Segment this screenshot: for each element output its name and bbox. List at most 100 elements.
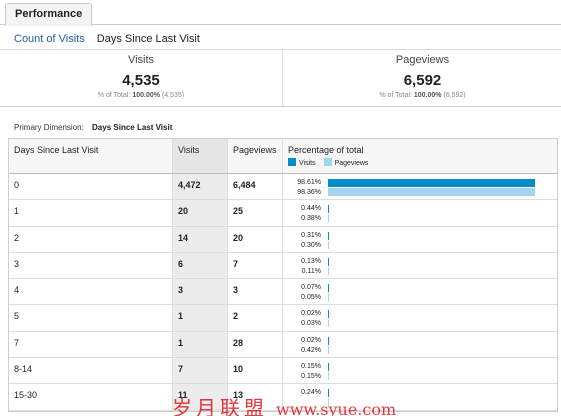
header-pageviews[interactable]: Pageviews (228, 139, 283, 173)
pageviews-scorecard-value: 6,592 (403, 72, 442, 89)
pageviews-bar (328, 188, 535, 196)
pageviews-bar (328, 214, 330, 223)
header-visits[interactable]: Visits (173, 139, 228, 173)
table-header: Days Since Last Visit Visits Pageviews P… (9, 139, 557, 174)
row-pageviews: 3 (228, 279, 283, 305)
header-dimension[interactable]: Days Since Last Visit (9, 139, 173, 173)
pageviews-bar (328, 372, 330, 381)
row-visits: 3 (173, 279, 228, 305)
visits-scorecard-title: Visits (127, 54, 155, 66)
row-visits: 4,472 (173, 174, 228, 200)
row-pct-visits: 0.13% (301, 257, 321, 265)
pageviews-pct-value: 100.00% (413, 92, 442, 99)
row-pct-visits: 0.24% (301, 389, 321, 397)
row-visits: 20 (173, 200, 228, 226)
pageviews-scorecard-percent: % of Total: 100.00% (6,592) (284, 92, 561, 99)
visits-scorecard: Visits 4,535 % of Total: 100.00% (4,535) (0, 50, 283, 107)
row-percentage-labels: 0.24% (283, 388, 321, 398)
row-dimension[interactable]: 4 (9, 279, 173, 305)
row-bars (328, 179, 538, 199)
row-pageviews: 2 (228, 305, 283, 331)
pageviews-pct-total: (6,592) (443, 92, 466, 99)
row-bars (328, 284, 538, 304)
data-table: Days Since Last Visit Visits Pageviews P… (8, 138, 558, 412)
row-bars (328, 389, 538, 409)
row-pageviews: 20 (228, 226, 283, 252)
row-pageviews: 10 (228, 358, 283, 384)
row-bars (328, 257, 538, 278)
visits-legend-label: Visits (299, 160, 316, 167)
table-row: 1 20 25 0.44% 0.38% (9, 200, 557, 227)
row-pct-pageviews: 0.05% (301, 294, 321, 302)
row-percentage-labels: 0.07% 0.05% (283, 283, 321, 303)
table-row: 5 1 2 0.02% 0.03% (9, 305, 558, 332)
pageviews-bar (328, 293, 330, 302)
visits-pct-value: 100.00% (132, 92, 160, 99)
row-percentage-labels: 0.02% 0.03% (283, 309, 321, 329)
visits-bar (328, 389, 330, 398)
row-bars (328, 205, 538, 225)
row-pct-pageviews: 0.15% (301, 373, 321, 381)
table-row: 15-30 11 13 0.24% (9, 384, 557, 411)
row-visits: 6 (173, 252, 228, 279)
row-bars (328, 310, 538, 330)
row-percentage: 0.13% 0.11% (283, 253, 558, 278)
row-bars (328, 231, 538, 252)
pageviews-bar (328, 240, 330, 249)
pageviews-bar (328, 345, 330, 354)
pageviews-bar (328, 398, 330, 407)
row-visits: 1 (173, 331, 228, 358)
row-visits: 14 (173, 226, 228, 252)
row-dimension[interactable]: 7 (9, 331, 173, 358)
row-pageviews: 28 (228, 331, 283, 358)
visits-pct-label: % of Total: (97, 92, 131, 99)
primary-dimension: Primary Dimension: Days Since Last Visit (14, 123, 172, 132)
row-visits: 7 (173, 358, 228, 384)
summary-scorecards: Visits 4,535 % of Total: 100.00% (4,535)… (0, 50, 561, 107)
count-of-visits-link[interactable]: Count of Visits (14, 33, 85, 45)
row-dimension[interactable]: 15-30 (9, 384, 173, 410)
row-pct-visits: 0.02% (301, 336, 321, 344)
primary-dimension-value[interactable]: Days Since Last Visit (92, 123, 173, 132)
row-pct-visits: 0.44% (301, 205, 321, 213)
row-dimension[interactable]: 3 (9, 252, 173, 279)
watermark: 岁月联盟 www.syue.com (172, 392, 396, 416)
visits-bar (328, 284, 330, 293)
visits-scorecard-percent: % of Total: 100.00% (4,535) (0, 92, 282, 99)
table-row: 3 6 7 0.13% 0.11% (9, 252, 558, 280)
table-row: 4 3 3 0.07% 0.05% (9, 279, 558, 306)
table-row: 0 4,472 6,484 98.61% 98.36% (9, 174, 557, 201)
row-pct-pageviews: 98.36% (297, 189, 321, 196)
row-visits: 11 (173, 384, 228, 410)
row-dimension[interactable]: 0 (9, 174, 173, 200)
row-percentage-labels: 0.13% 0.11% (283, 257, 321, 277)
row-pct-pageviews: 0.30% (301, 241, 321, 249)
row-bars (328, 336, 538, 357)
tab-performance[interactable]: Performance (5, 3, 93, 26)
pageviews-legend-label: Pageviews (334, 160, 369, 167)
metric-subtabs: Count of Visits Days Since Last Visit (14, 33, 209, 45)
table-row: 8-14 7 10 0.15% 0.15% (9, 358, 558, 385)
row-dimension[interactable]: 8-14 (9, 358, 173, 384)
row-percentage: 0.15% 0.15% (283, 358, 558, 383)
row-pageviews: 6,484 (228, 174, 283, 200)
table-body: 0 4,472 6,484 98.61% 98.36% 1 20 25 0.44% 0.38% 2 1… (9, 174, 557, 411)
pageviews-scorecard: Pageviews 6,592 % of Total: 100.00% (6,5… (284, 50, 561, 107)
row-bars (328, 363, 538, 383)
row-percentage: 0.07% 0.05% (283, 279, 558, 304)
subtabs-divider (0, 49, 561, 50)
days-since-last-visit-link[interactable]: Days Since Last Visit (96, 33, 200, 45)
pageviews-bar (328, 319, 330, 328)
row-pct-visits: 0.31% (301, 231, 321, 239)
row-dimension[interactable]: 1 (9, 200, 173, 226)
row-percentage-labels: 98.61% 98.36% (283, 178, 321, 198)
visits-bar (328, 257, 330, 266)
row-dimension[interactable]: 5 (9, 305, 173, 331)
row-pageviews: 13 (228, 384, 283, 410)
row-pct-visits: 0.15% (301, 363, 321, 371)
row-dimension[interactable]: 2 (9, 226, 173, 252)
watermark-text: 岁月联盟 (172, 396, 268, 416)
pageviews-scorecard-title: Pageviews (395, 54, 450, 66)
row-pct-pageviews: 0.42% (301, 346, 321, 354)
row-percentage: 0.02% 0.03% (283, 305, 558, 330)
